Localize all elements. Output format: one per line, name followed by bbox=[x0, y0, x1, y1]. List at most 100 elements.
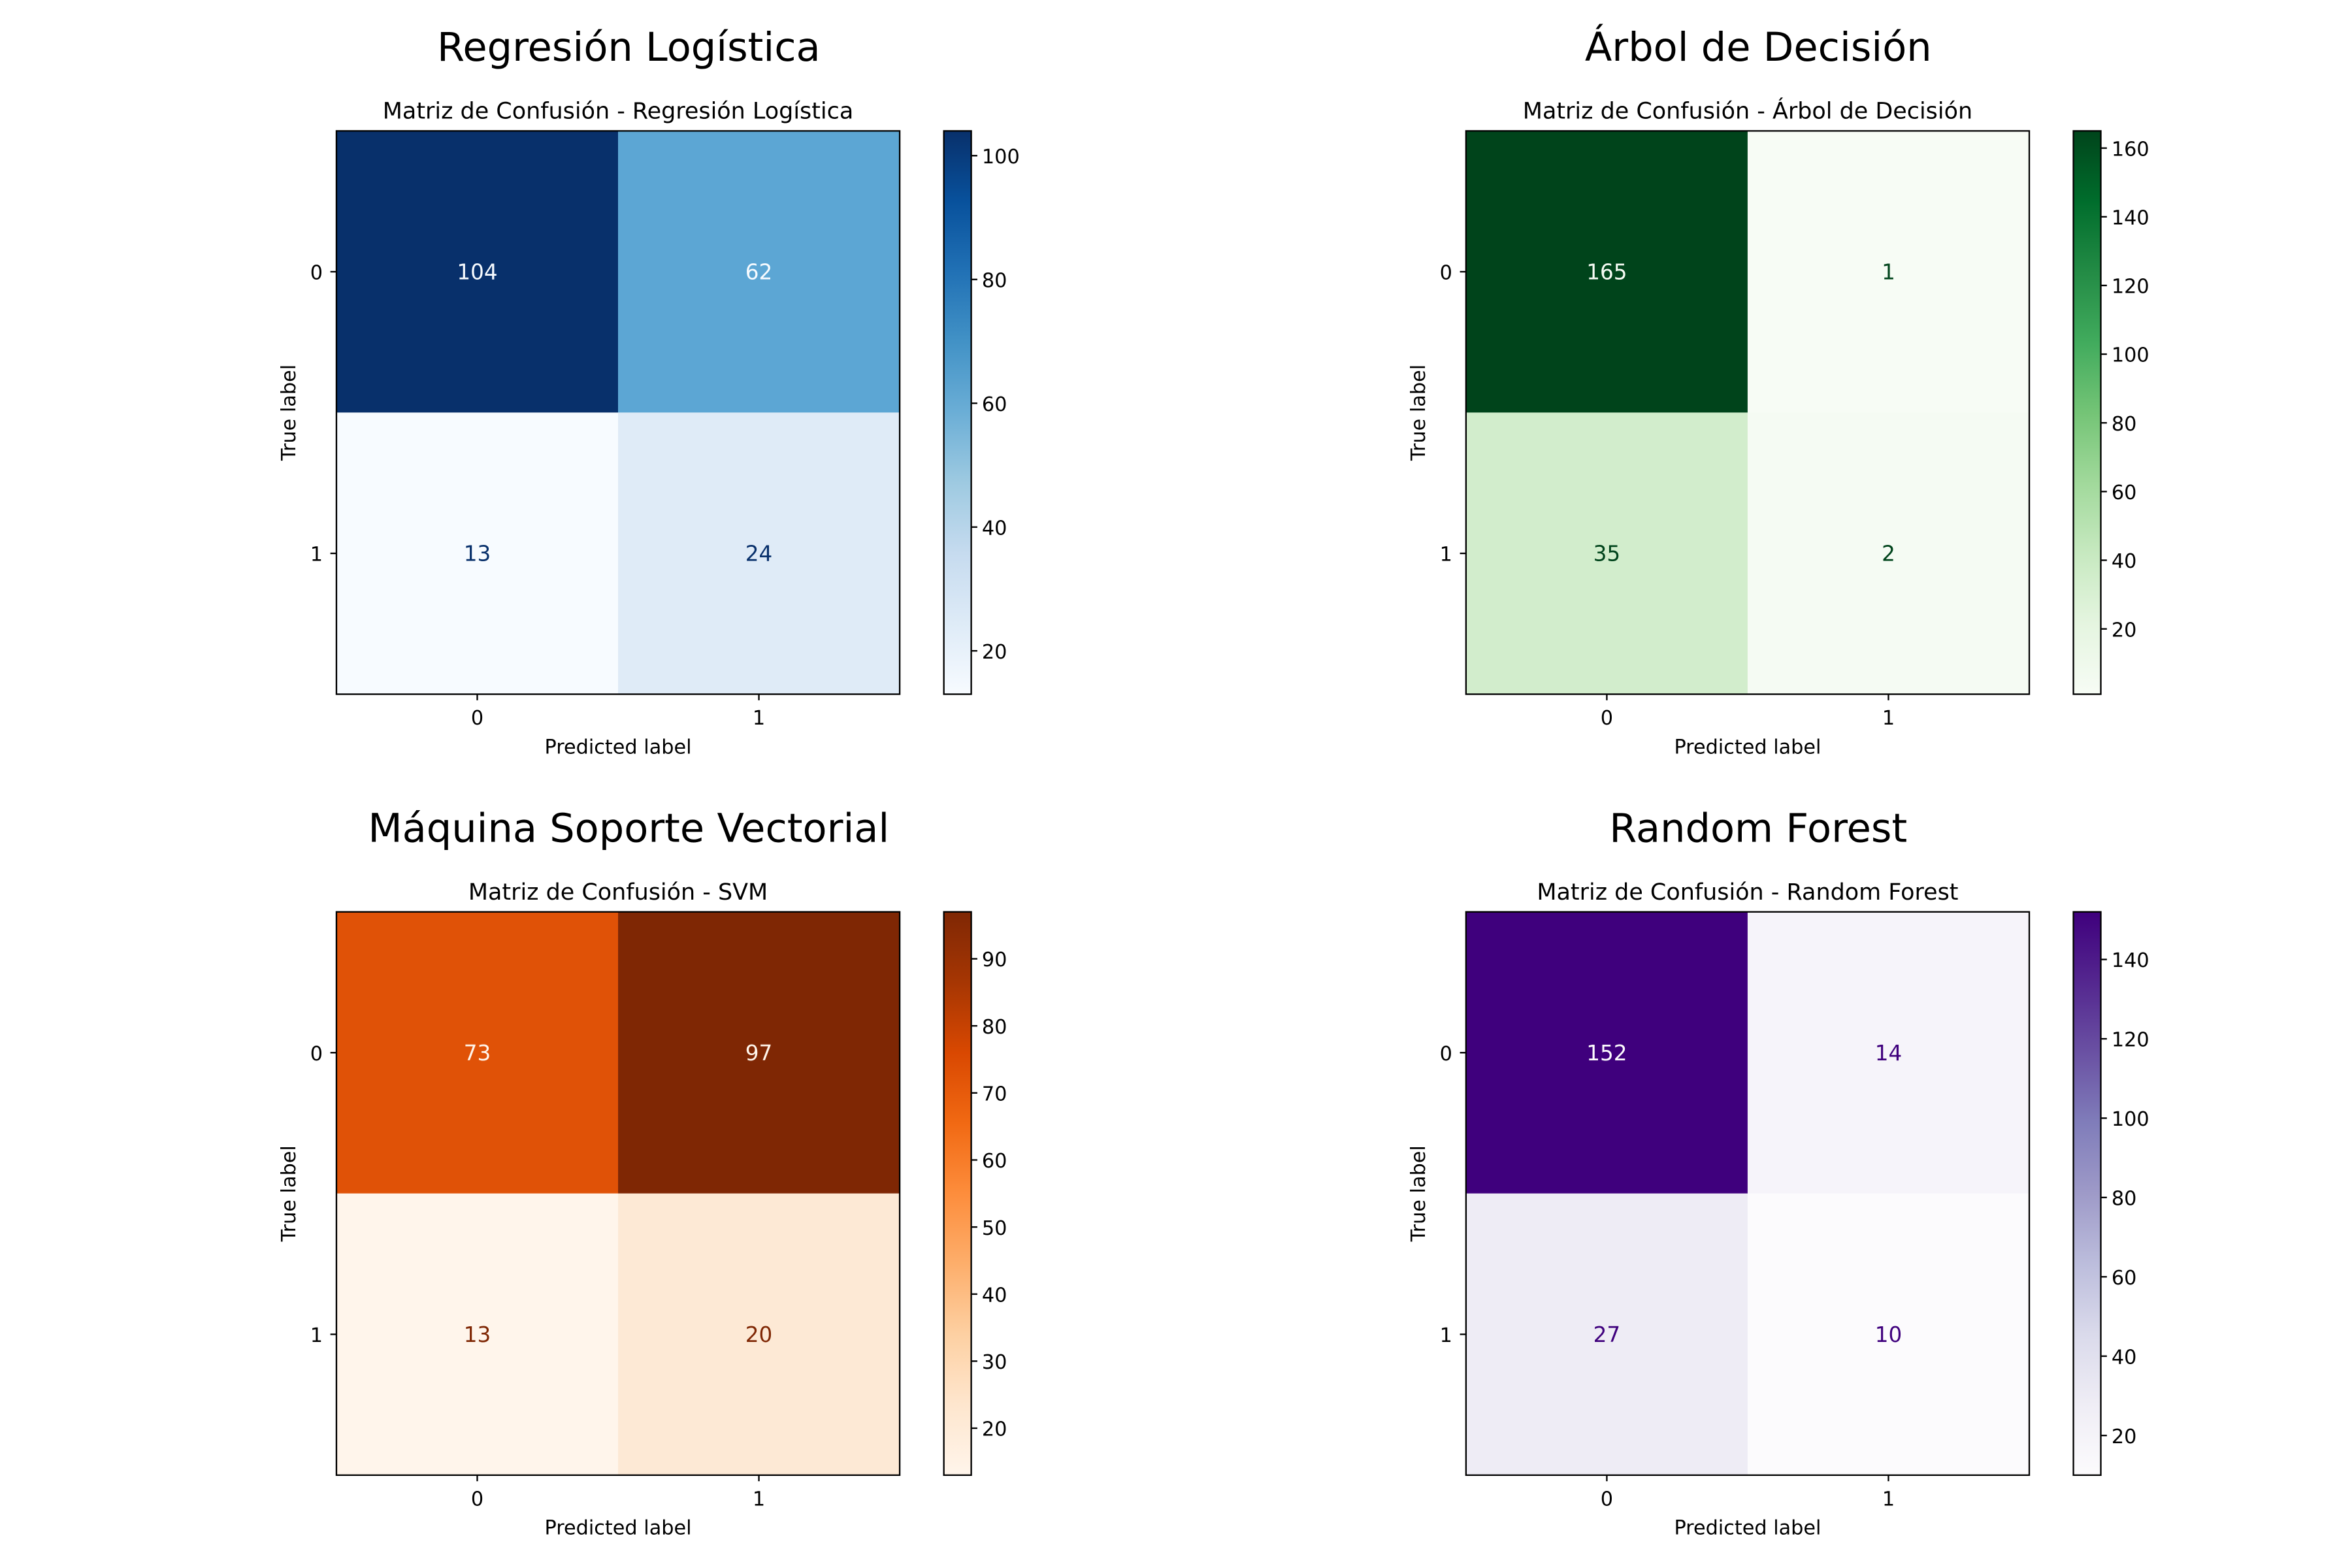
matrix-cell bbox=[1747, 412, 2030, 694]
cell-value-label: 13 bbox=[464, 1322, 491, 1347]
y-tick-label: 1 bbox=[310, 1324, 323, 1347]
colorbar-tick-label: 80 bbox=[982, 1016, 1007, 1039]
matrix-frame bbox=[335, 911, 901, 1477]
cell-value-label: 10 bbox=[1875, 1322, 1903, 1347]
colorbar-tick-label: 60 bbox=[2112, 1267, 2137, 1290]
cell-value-label: 97 bbox=[745, 1041, 773, 1066]
chart-title: Matriz de Confusión - Árbol de Decisión bbox=[1523, 97, 1972, 125]
colorbar-tick-label: 100 bbox=[2112, 344, 2149, 367]
confusion-matrix-panel-2: Árbol de Decisión Matriz de Confusión - Á… bbox=[1407, 24, 2149, 759]
cell-value-label: 1 bbox=[1882, 260, 1895, 285]
colorbar-tick-label: 40 bbox=[2112, 1346, 2137, 1369]
y-axis-label: True label bbox=[1407, 1145, 1430, 1242]
colorbar-tick-label: 120 bbox=[2112, 1029, 2149, 1052]
colorbar-tick-label: 80 bbox=[982, 269, 1007, 292]
colorbar-tick-label: 40 bbox=[2112, 550, 2137, 573]
cell-value-label: 104 bbox=[457, 260, 497, 285]
colorbar-frame bbox=[2072, 130, 2102, 695]
matrix-cell bbox=[618, 131, 900, 413]
colorbar-tick-label: 90 bbox=[982, 949, 1007, 972]
colorbar bbox=[943, 131, 972, 694]
matrix-cell bbox=[1465, 412, 1748, 694]
cell-value-label: 20 bbox=[745, 1322, 773, 1347]
confusion-matrix-panel-4: Random Forest Matriz de Confusión - Rando… bbox=[1407, 806, 2149, 1540]
colorbar-frame bbox=[2072, 911, 2102, 1477]
x-tick-label: 0 bbox=[1601, 1488, 1613, 1511]
colorbar bbox=[2073, 911, 2101, 1475]
colorbar-tick-label: 100 bbox=[2112, 1108, 2149, 1131]
chart-title: Matriz de Confusión - SVM bbox=[468, 879, 768, 906]
matrix-cell bbox=[618, 911, 900, 1194]
y-tick-label: 0 bbox=[310, 262, 323, 285]
colorbar-tick-label: 100 bbox=[982, 146, 1020, 169]
panel-suptitle: Regresión Logística bbox=[437, 25, 821, 71]
matrix-cell bbox=[336, 911, 619, 1194]
cell-value-label: 35 bbox=[1593, 542, 1621, 566]
colorbar bbox=[943, 911, 972, 1475]
colorbar-tick-label: 20 bbox=[982, 1418, 1007, 1441]
colorbar-frame bbox=[943, 911, 972, 1477]
colorbar-tick-label: 70 bbox=[982, 1083, 1007, 1105]
colorbar-tick-label: 60 bbox=[2112, 482, 2137, 504]
matrix-cell bbox=[1465, 131, 1748, 413]
panel-suptitle: Árbol de Decisión bbox=[1585, 24, 1932, 71]
cell-value-label: 14 bbox=[1875, 1041, 1903, 1066]
x-axis-label: Predicted label bbox=[1674, 1517, 1821, 1540]
colorbar-tick-label: 60 bbox=[982, 1150, 1007, 1173]
cell-value-label: 24 bbox=[745, 542, 773, 566]
colorbar-tick-label: 140 bbox=[2112, 949, 2149, 972]
matrix-frame bbox=[1465, 130, 2031, 695]
matrix-cell bbox=[1747, 911, 2030, 1194]
cell-value-label: 165 bbox=[1586, 260, 1627, 285]
confusion-matrix-panel-3: Máquina Soporte Vectorial Matriz de Confu… bbox=[278, 806, 1007, 1540]
colorbar-tick-label: 30 bbox=[982, 1351, 1007, 1374]
y-axis-label: True label bbox=[1407, 365, 1430, 461]
colorbar-tick-label: 20 bbox=[982, 641, 1007, 664]
matrix-frame bbox=[1465, 911, 2031, 1477]
colorbar-tick-label: 40 bbox=[982, 517, 1007, 540]
colorbar-tick-label: 160 bbox=[2112, 138, 2149, 161]
y-axis-label: True label bbox=[278, 1145, 301, 1242]
y-axis-label: True label bbox=[278, 365, 301, 461]
matrix-cell bbox=[336, 412, 619, 694]
cell-value-label: 2 bbox=[1882, 542, 1895, 566]
matrix-cell bbox=[618, 1193, 900, 1475]
y-tick-label: 1 bbox=[310, 544, 323, 566]
x-axis-label: Predicted label bbox=[545, 1517, 692, 1540]
y-tick-label: 0 bbox=[1440, 262, 1452, 285]
x-tick-label: 1 bbox=[1882, 1488, 1895, 1511]
colorbar-tick-label: 60 bbox=[982, 393, 1007, 416]
x-axis-label: Predicted label bbox=[1674, 736, 1821, 759]
panel-suptitle: Random Forest bbox=[1609, 806, 1907, 852]
colorbar-tick-label: 80 bbox=[2112, 413, 2137, 436]
colorbar-tick-label: 20 bbox=[2112, 619, 2137, 642]
matrix-cell bbox=[618, 412, 900, 694]
cell-value-label: 62 bbox=[745, 260, 773, 285]
y-tick-label: 0 bbox=[310, 1043, 323, 1066]
y-tick-label: 1 bbox=[1440, 544, 1452, 566]
x-tick-label: 0 bbox=[471, 707, 483, 730]
x-tick-label: 1 bbox=[1882, 707, 1895, 730]
matrix-cell bbox=[1747, 131, 2030, 413]
matrix-cell bbox=[1465, 1193, 1748, 1475]
confusion-matrix-panel-1: Regresión Logística Matriz de Confusión -… bbox=[278, 25, 1020, 759]
matrix-cell bbox=[1747, 1193, 2030, 1475]
colorbar-tick-label: 40 bbox=[982, 1284, 1007, 1307]
chart-title: Matriz de Confusión - Regresión Logístic… bbox=[383, 99, 853, 125]
colorbar-frame bbox=[943, 130, 972, 695]
x-axis-label: Predicted label bbox=[545, 736, 692, 759]
matrix-cell bbox=[336, 131, 619, 413]
matrix-cell bbox=[1465, 911, 1748, 1194]
colorbar-tick-label: 80 bbox=[2112, 1188, 2137, 1211]
colorbar-tick-label: 140 bbox=[2112, 206, 2149, 229]
cell-value-label: 27 bbox=[1593, 1322, 1621, 1347]
cell-value-label: 73 bbox=[464, 1041, 491, 1066]
colorbar bbox=[2073, 131, 2101, 694]
colorbar-tick-label: 50 bbox=[982, 1217, 1007, 1240]
matrix-frame bbox=[335, 130, 901, 695]
chart-title: Matriz de Confusión - Random Forest bbox=[1537, 879, 1958, 906]
y-tick-label: 0 bbox=[1440, 1043, 1452, 1066]
cell-value-label: 13 bbox=[464, 542, 491, 566]
x-tick-label: 0 bbox=[471, 1488, 483, 1511]
